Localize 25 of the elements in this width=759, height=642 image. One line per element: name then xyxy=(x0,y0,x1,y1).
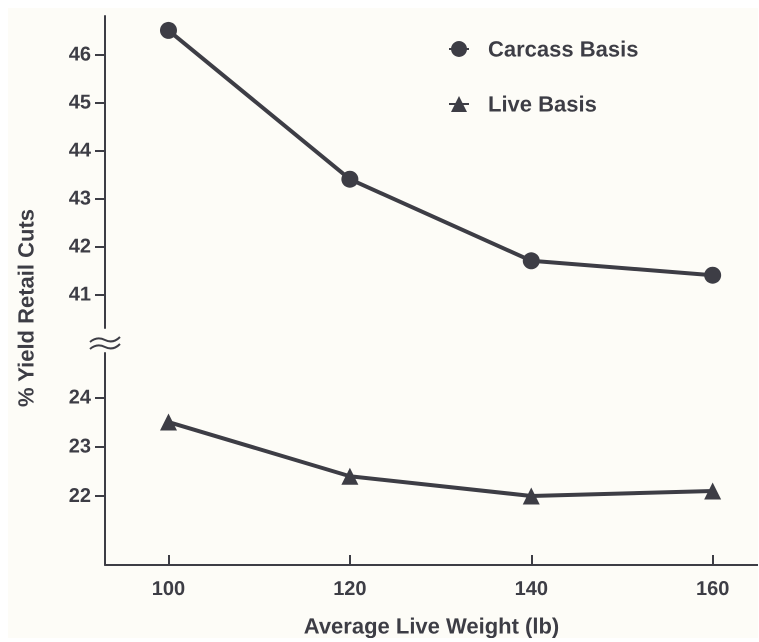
legend-label: Carcass Basis xyxy=(488,36,638,62)
point xyxy=(160,22,177,39)
point xyxy=(522,487,540,504)
y-tick-label: 42 xyxy=(68,235,91,258)
x-axis-title: Average Live Weight (lb) xyxy=(304,614,560,638)
x-tick-label: 120 xyxy=(333,578,367,600)
y-tick-label: 45 xyxy=(68,91,91,114)
point xyxy=(522,252,540,270)
x-tick-label: 160 xyxy=(696,578,730,600)
y-tick-label: 23 xyxy=(68,436,91,458)
y-tick-label: 43 xyxy=(68,187,91,210)
y-tick-label: 44 xyxy=(68,139,92,162)
x-tick-label: 140 xyxy=(514,578,548,600)
x-tick-label: 100 xyxy=(152,578,186,600)
point xyxy=(704,266,722,284)
y-tick-label: 24 xyxy=(68,386,92,408)
point xyxy=(704,482,722,500)
y-tick-label: 46 xyxy=(68,43,91,66)
point xyxy=(341,468,358,485)
y-tick-label: 22 xyxy=(68,484,91,507)
point xyxy=(341,170,358,188)
y-tick-label: 41 xyxy=(68,283,91,306)
point xyxy=(160,414,177,431)
legend-label: Live Basis xyxy=(488,92,597,116)
y-axis-title: % Yield Retail Cuts xyxy=(14,208,38,408)
